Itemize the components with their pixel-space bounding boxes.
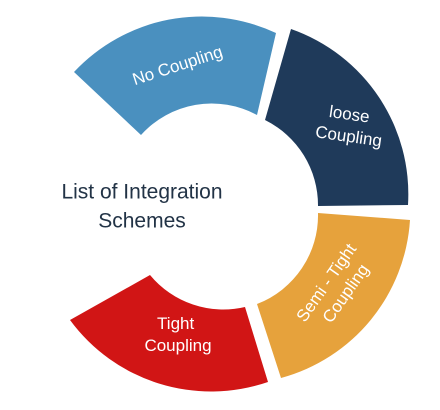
center-title: List of Integration Schemes (61, 181, 222, 233)
segment-no-coupling (74, 16, 276, 135)
ring-segments (70, 16, 410, 392)
segment-tight-coupling (70, 275, 268, 392)
segment-loose-coupling (265, 29, 409, 206)
label-tight-coupling: Tight Coupling (144, 314, 211, 355)
center-title-line-1: List of Integration (61, 181, 222, 204)
center-title-line-2: Schemes (98, 210, 186, 233)
segment-semi-tight-coupling (257, 213, 410, 378)
